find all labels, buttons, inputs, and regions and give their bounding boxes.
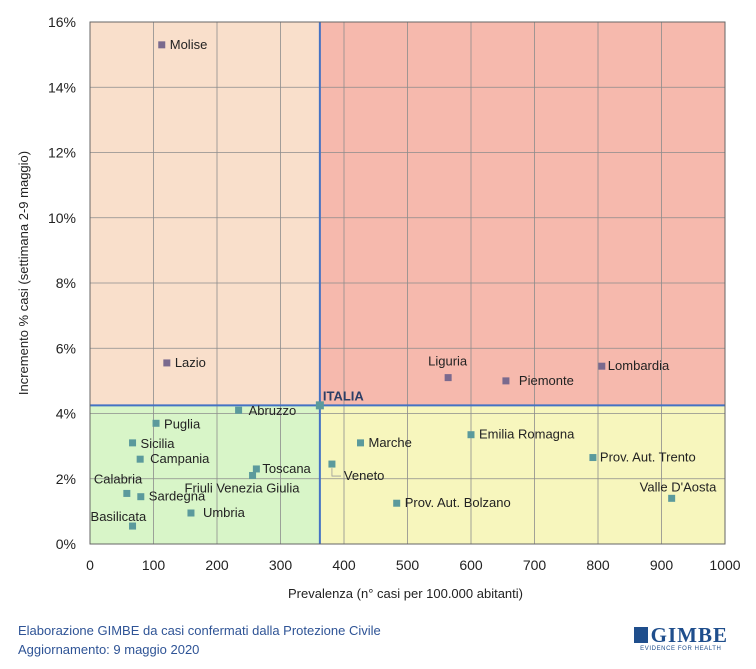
x-tick-label: 400	[332, 557, 356, 573]
data-point	[444, 374, 452, 382]
footer: Elaborazione GIMBE da casi confermati da…	[18, 621, 381, 659]
data-point	[467, 431, 475, 439]
logo-mark-icon	[633, 627, 648, 643]
quadrant-top-left	[90, 22, 320, 406]
y-tick-label: 16%	[48, 14, 76, 30]
x-axis-title: Prevalenza (n° casi per 100.000 abitanti…	[288, 586, 523, 601]
x-tick-label: 300	[269, 557, 293, 573]
data-point	[393, 499, 401, 507]
y-axis-title: Incremento % casi (settimana 2-9 maggio)	[16, 151, 31, 395]
point-label: Veneto	[344, 468, 385, 483]
x-tick-label: 1000	[709, 557, 740, 573]
x-tick-label: 500	[396, 557, 420, 573]
point-label: Molise	[170, 37, 208, 52]
x-tick-label: 200	[205, 557, 229, 573]
point-label: Valle D'Aosta	[640, 479, 717, 494]
point-label: Umbria	[203, 505, 246, 520]
quadrant-bottom-right	[319, 405, 725, 544]
data-point	[502, 377, 510, 385]
point-label: Puglia	[164, 416, 201, 431]
x-tick-label: 700	[523, 557, 547, 573]
point-label: Calabria	[94, 471, 143, 486]
logo-tagline: EVIDENCE FOR HEALTH	[640, 646, 722, 652]
plot-frame	[89, 21, 726, 545]
italia-point	[315, 401, 324, 410]
logo-name: GIMBE	[650, 623, 728, 647]
point-label: Toscana	[262, 461, 311, 476]
data-point	[136, 455, 144, 463]
data-point	[357, 439, 365, 447]
data-point	[137, 493, 145, 501]
data-point	[589, 454, 597, 462]
point-label: Campania	[150, 451, 210, 466]
point-label: Friuli Venezia Giulia	[185, 480, 301, 495]
data-point	[129, 522, 137, 530]
y-tick-label: 6%	[56, 340, 76, 356]
axis-ticks: 0 100 200 300 400 500 600 700 800 900 1000 0% 2% 4% 6%…	[48, 14, 741, 573]
quadrant-bottom-left	[90, 405, 320, 544]
quadrant-top-right	[319, 22, 725, 406]
data-point	[598, 362, 606, 370]
point-label: Lazio	[175, 355, 206, 370]
data-point	[163, 359, 171, 367]
point-label: Sicilia	[141, 436, 176, 451]
data-points: Molise Lazio Liguria Piemonte Lombardia Abruz…	[91, 37, 717, 530]
italia-label: ITALIA	[323, 388, 365, 403]
y-tick-label: 4%	[56, 406, 76, 422]
data-point	[252, 465, 260, 473]
point-label: Sardegna	[149, 489, 206, 504]
footer-source: Elaborazione GIMBE da casi confermati da…	[18, 623, 381, 638]
point-label: Marche	[369, 435, 412, 450]
data-point	[249, 471, 257, 479]
data-point	[129, 439, 137, 447]
y-tick-label: 10%	[48, 210, 76, 226]
point-label: Abruzzo	[249, 403, 297, 418]
x-tick-label: 800	[586, 557, 610, 573]
point-label: Lombardia	[608, 358, 670, 373]
point-label: Prov. Aut. Bolzano	[405, 495, 511, 510]
point-label: Prov. Aut. Trento	[600, 450, 696, 465]
point-label: Emilia Romagna	[479, 427, 575, 442]
data-point	[235, 406, 243, 414]
y-tick-label: 8%	[56, 275, 76, 291]
y-tick-label: 2%	[56, 471, 76, 487]
data-point	[328, 460, 336, 468]
gimbe-logo: GIMBE EVIDENCE FOR HEALTH	[633, 623, 728, 652]
scatter-chart: 0 100 200 300 400 500 600 700 800 900 1000 0% 2% 4% 6%…	[16, 14, 741, 601]
footer-update: Aggiornamento: 9 maggio 2020	[18, 642, 200, 657]
plot-border	[89, 21, 726, 545]
reference-lines	[90, 22, 725, 544]
quadrant-backgrounds	[90, 22, 725, 544]
x-tick-label: 100	[142, 557, 166, 573]
y-tick-label: 0%	[56, 536, 76, 552]
data-point	[158, 41, 166, 49]
data-point	[187, 509, 195, 517]
data-point	[152, 419, 160, 427]
y-tick-label: 12%	[48, 145, 76, 161]
point-label: Basilicata	[91, 509, 147, 524]
data-point	[123, 489, 131, 497]
point-label: Liguria	[428, 354, 468, 369]
y-tick-label: 14%	[48, 79, 76, 95]
x-tick-label: 0	[86, 557, 94, 573]
point-label: Piemonte	[519, 373, 574, 388]
x-tick-label: 900	[650, 557, 674, 573]
label-leader-line	[331, 468, 341, 477]
x-tick-label: 600	[459, 557, 483, 573]
data-point	[668, 494, 676, 502]
